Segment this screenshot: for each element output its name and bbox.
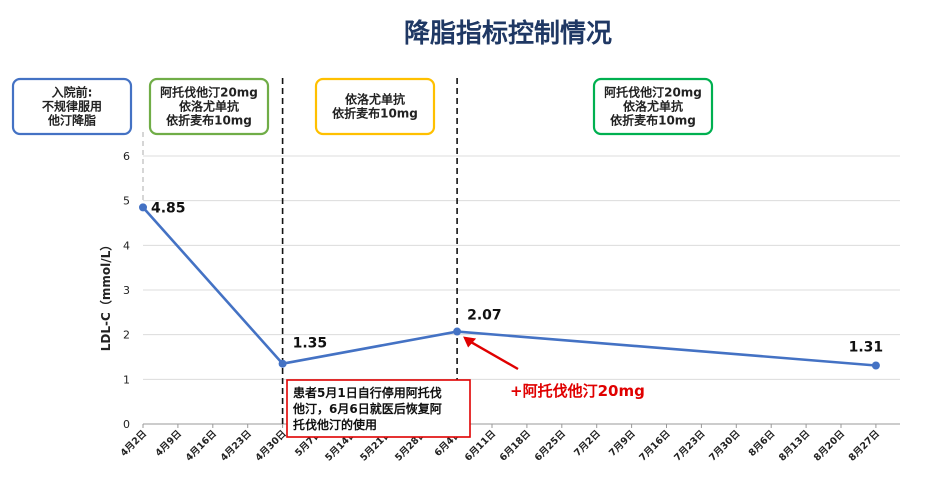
- x-tick-label: 8月20日: [812, 428, 847, 463]
- x-tick-label: 8月6日: [747, 428, 778, 459]
- x-tick-label: 4月9日: [153, 428, 184, 459]
- x-tick-label: 4月16日: [184, 428, 219, 463]
- phase-box-line: 阿托伐他汀20mg: [160, 85, 258, 100]
- data-label: 2.07: [467, 308, 502, 324]
- ldl-series: 4.85 1.35 2.07 1.31: [139, 200, 884, 370]
- phase-boxes: 入院前:不规律服用他汀降脂阿托伐他汀20mg依洛尤单抗依折麦布10mg依洛尤单抗…: [11, 77, 714, 136]
- phase-box-line: 入院前:: [52, 85, 93, 100]
- annotation-text: +阿托伐他汀20mg: [510, 382, 645, 400]
- chart-title: 降脂指标控制情况: [404, 19, 612, 49]
- resume-statin-annotation: +阿托伐他汀20mg: [463, 336, 645, 400]
- phase-box-border: [314, 77, 436, 136]
- y-tick-label: 2: [123, 329, 130, 342]
- phase-box-line: 不规律服用: [42, 99, 102, 114]
- y-tick-label: 1: [123, 373, 130, 386]
- phase-box-border: [592, 77, 714, 136]
- phase-box-line: 依折麦布10mg: [332, 106, 418, 121]
- annotation-arrow-shaft: [469, 340, 519, 371]
- note-box-border: [286, 379, 471, 438]
- x-tick-label: 6月18日: [498, 428, 533, 463]
- annotation-arrow-head: [463, 336, 477, 348]
- phase-box-line: 阿托伐他汀20mg: [604, 85, 702, 100]
- x-tick-label: 7月9日: [607, 428, 638, 459]
- x-tick-label: 8月13日: [777, 428, 812, 463]
- x-tick-label: 6月25日: [533, 428, 568, 463]
- x-tick-label: 7月30日: [707, 428, 742, 463]
- x-tick-label: 4月23日: [219, 428, 254, 463]
- y-axis: 0 1 2 3 4 5 6 LDL-C（mmol/L）: [98, 150, 130, 431]
- gridlines: [143, 155, 900, 425]
- x-tick-label: 8月27日: [847, 428, 882, 463]
- phase-box-line: 依洛尤单抗: [179, 99, 239, 114]
- y-axis-label: LDL-C（mmol/L）: [98, 239, 113, 351]
- y-tick-label: 0: [123, 418, 130, 431]
- note-line: 他汀，6月6日就医后恢复阿: [292, 401, 442, 416]
- data-label: 4.85: [151, 200, 186, 216]
- phase-box-border: [148, 77, 270, 136]
- phase-dividers: [142, 78, 458, 424]
- x-tick-label: 7月16日: [637, 428, 672, 463]
- x-axis: 4月2日 4月9日 4月16日 4月23日 4月30日 5月7日 5月14日 5月21日 5月2…: [119, 424, 882, 464]
- y-tick-label: 5: [123, 195, 130, 208]
- x-tick-label: 4月2日: [119, 428, 150, 459]
- phase-box-line: 依折麦布10mg: [166, 113, 252, 128]
- y-tick-label: 6: [123, 150, 130, 163]
- phase-box-line: 依洛尤单抗: [345, 92, 405, 107]
- data-point: [278, 359, 287, 368]
- note-line: 患者5月1日自行停用阿托伐: [293, 385, 442, 400]
- phase-box-line: 他汀降脂: [47, 113, 96, 128]
- phase-box-border: [11, 77, 133, 136]
- y-tick-label: 3: [123, 284, 130, 297]
- x-tick-label: 7月23日: [672, 428, 707, 463]
- y-tick-label: 4: [123, 239, 130, 252]
- note-line: 托伐他汀的使用: [293, 417, 377, 432]
- phase-box-line: 依洛尤单抗: [623, 99, 683, 114]
- data-point: [871, 361, 880, 370]
- series-line: [142, 206, 877, 367]
- data-label: 1.35: [293, 336, 328, 352]
- data-label: 1.31: [849, 339, 884, 355]
- phase-box-line: 依折麦布10mg: [610, 113, 696, 128]
- x-tick-label: 4月30日: [253, 428, 288, 463]
- x-tick-label: 7月2日: [572, 428, 603, 459]
- data-point: [453, 327, 462, 336]
- data-point: [139, 203, 147, 212]
